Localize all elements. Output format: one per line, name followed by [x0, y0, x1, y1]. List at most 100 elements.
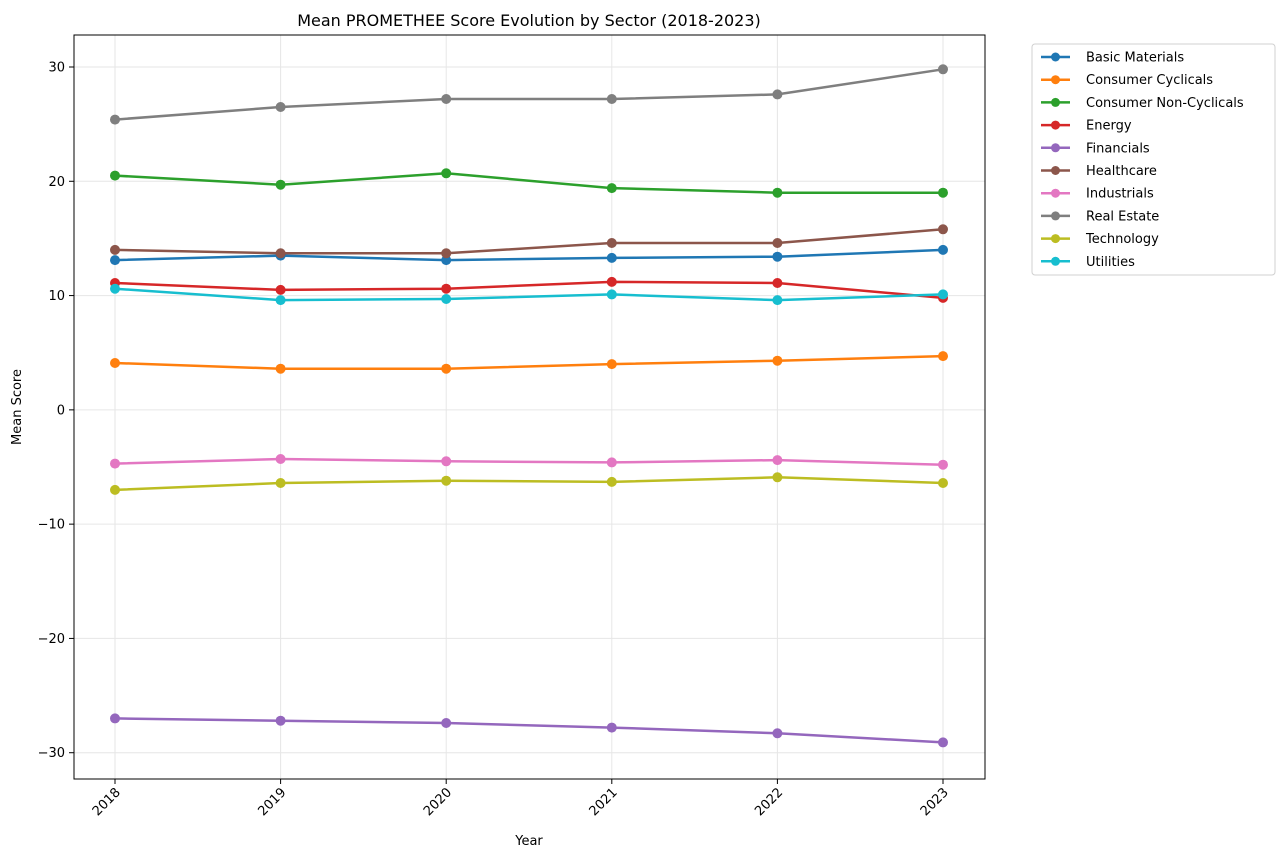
data-point	[441, 168, 452, 179]
grid-lines	[74, 35, 985, 779]
legend-label: Financials	[1086, 141, 1150, 156]
data-point	[772, 295, 783, 306]
data-point	[606, 359, 617, 370]
legend-item: Real Estate	[1041, 209, 1159, 224]
legend-item: Basic Materials	[1041, 51, 1184, 66]
x-tick-label: 2018	[90, 785, 124, 819]
legend-label: Healthcare	[1086, 164, 1157, 179]
data-point	[110, 358, 120, 368]
data-point	[275, 454, 286, 464]
data-point	[275, 478, 286, 488]
legend-swatch-marker	[1051, 97, 1060, 107]
data-point	[441, 363, 452, 374]
data-point	[938, 64, 948, 75]
series-real-estate	[110, 64, 948, 125]
data-point	[772, 89, 783, 100]
legend-swatch-marker	[1051, 211, 1060, 221]
series-line	[114, 476, 944, 492]
legend-item: Industrials	[1041, 187, 1154, 202]
data-point	[441, 248, 452, 259]
y-tick-label: −20	[38, 632, 65, 647]
series-healthcare	[110, 224, 948, 259]
data-point	[441, 718, 452, 728]
series-group	[110, 64, 948, 748]
data-point	[606, 94, 617, 104]
legend-label: Technology	[1085, 232, 1159, 247]
legend-swatch-marker	[1051, 234, 1060, 244]
data-point	[110, 713, 120, 724]
legend-item: Utilities	[1041, 255, 1135, 270]
legend-frame	[1031, 43, 1276, 276]
data-point	[938, 224, 948, 235]
series-line	[114, 68, 944, 121]
legend-swatch-marker	[1051, 188, 1060, 198]
x-tick-label: 2023	[918, 785, 952, 819]
legend-swatch-marker	[1051, 143, 1060, 153]
legend-swatch-marker	[1051, 52, 1060, 62]
data-point	[938, 244, 948, 255]
data-point	[606, 252, 617, 263]
legend-label: Energy	[1086, 119, 1132, 134]
data-point	[110, 255, 120, 266]
legend-label: Real Estate	[1086, 209, 1159, 224]
y-tick-label: −10	[38, 518, 65, 533]
legend-label: Basic Materials	[1086, 51, 1184, 66]
data-point	[772, 455, 783, 466]
series-line	[114, 228, 944, 255]
series-line	[114, 172, 943, 194]
data-point	[110, 458, 120, 469]
data-point	[441, 94, 452, 104]
legend-swatch-marker	[1051, 256, 1060, 266]
data-point	[110, 283, 120, 294]
legend-item: Energy	[1041, 119, 1132, 134]
legend-swatch-marker	[1051, 166, 1060, 175]
data-point	[110, 244, 120, 255]
legend-swatch-marker	[1051, 75, 1060, 85]
series-line	[114, 287, 944, 302]
data-point	[275, 295, 286, 306]
data-point	[606, 238, 617, 248]
series-industrials	[110, 454, 948, 470]
legend-swatch-marker	[1051, 120, 1060, 130]
data-point	[938, 289, 948, 300]
data-point	[110, 170, 120, 181]
data-point	[110, 484, 120, 495]
data-point	[441, 475, 452, 486]
series-line	[114, 248, 944, 262]
data-point	[606, 289, 617, 300]
x-tick-label: 2022	[752, 785, 786, 819]
data-point	[275, 715, 286, 726]
legend-item: Technology	[1041, 232, 1159, 247]
data-point	[441, 283, 452, 294]
data-point	[441, 294, 452, 304]
data-point	[772, 187, 783, 198]
legend-item: Healthcare	[1041, 164, 1157, 179]
legend-label: Industrials	[1086, 187, 1154, 202]
data-point	[441, 255, 452, 266]
data-point	[772, 278, 783, 288]
legend-label: Consumer Non-Cyclicals	[1086, 96, 1244, 111]
data-point	[606, 183, 617, 194]
series-consumer-non-cyclicals	[110, 168, 948, 198]
axes: 30 20 10 0 −10 −20 −30 2018 2019 2020 2021 2022 2023	[38, 61, 952, 820]
series-utilities	[110, 283, 948, 306]
series-line	[114, 717, 944, 744]
data-point	[772, 251, 783, 262]
legend-label: Utilities	[1086, 255, 1135, 270]
y-tick-label: −30	[38, 746, 65, 761]
plot-frame	[73, 34, 986, 780]
data-point	[938, 351, 948, 362]
y-tick-label: 20	[48, 175, 65, 190]
data-point	[110, 114, 120, 125]
x-tick-label: 2021	[587, 785, 621, 819]
data-point	[606, 476, 617, 487]
series-line	[114, 280, 944, 300]
data-point	[938, 187, 948, 198]
data-point	[606, 276, 617, 287]
legend-label: Consumer Cyclicals	[1086, 73, 1213, 88]
data-point	[441, 456, 452, 467]
x-tick-label: 2019	[255, 785, 289, 819]
data-point	[275, 248, 286, 259]
data-point	[772, 728, 783, 739]
